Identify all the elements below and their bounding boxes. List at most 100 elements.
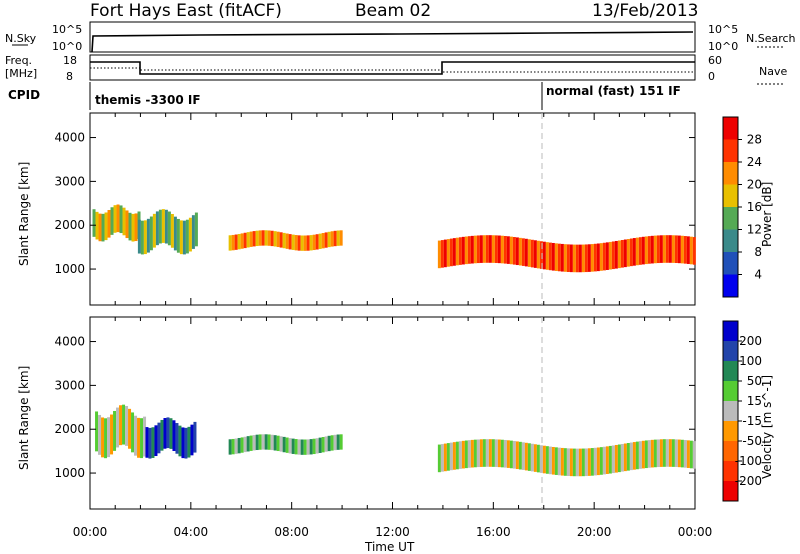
velocity-echo-cell xyxy=(300,439,304,455)
power-echo-cell xyxy=(140,220,144,255)
power-echo-cell xyxy=(128,212,132,241)
power-echo-cell xyxy=(614,240,618,269)
velocity-echo-cell xyxy=(674,439,678,467)
velocity-echo-cell xyxy=(482,439,486,467)
power-echo-cell xyxy=(668,235,672,263)
nave-label: Nave xyxy=(759,65,787,78)
power-echo-cell xyxy=(134,213,138,242)
velocity-echo-cell xyxy=(518,441,522,470)
velocity-echo-cell xyxy=(175,423,179,454)
power-echo-cell xyxy=(234,234,238,250)
power-echo-cell xyxy=(641,236,645,265)
power-colorbar-tick-label: 28 xyxy=(747,133,762,147)
velocity-echo-cell xyxy=(668,439,672,467)
velocity-echo-cell xyxy=(452,442,456,470)
power-echo-cell xyxy=(119,205,123,234)
power-echo-cell xyxy=(605,242,609,270)
power-echo-cell xyxy=(689,236,693,265)
power-echo-cell xyxy=(527,239,531,267)
velocity-echo-cell xyxy=(626,443,630,471)
power-colorbar-swatch xyxy=(723,274,738,297)
velocity-echo-cell xyxy=(566,448,570,476)
power-echo-cell xyxy=(455,237,459,266)
velocity-echo-cell xyxy=(110,414,114,455)
velocity-ytick-label: 4000 xyxy=(54,335,85,349)
velocity-echo-cell xyxy=(620,443,624,472)
velocity-echo-cell xyxy=(113,410,117,451)
velocity-echo-cell xyxy=(160,419,164,451)
power-echo-cell xyxy=(506,236,510,264)
velocity-echo-cell xyxy=(491,439,495,467)
power-colorbar-swatch xyxy=(723,117,738,140)
velocity-echo-cell xyxy=(252,435,256,451)
velocity-echo-cell xyxy=(659,439,663,467)
velocity-colorbar-swatch xyxy=(723,361,738,381)
velocity-echo-cell xyxy=(593,447,597,476)
velocity-echo-cell xyxy=(638,441,642,469)
power-echo-cell xyxy=(653,235,657,264)
velocity-colorbar-tick-label: -100 xyxy=(735,454,762,468)
power-echo-cell xyxy=(479,235,483,263)
velocity-echo-cell xyxy=(169,418,173,449)
power-echo-cell xyxy=(596,243,600,272)
power-echo-cell xyxy=(291,234,295,250)
power-echo-cell xyxy=(315,234,319,250)
velocity-echo-cell xyxy=(623,443,627,472)
power-echo-cell xyxy=(551,242,555,271)
velocity-echo-cell xyxy=(563,448,567,476)
nsky-tick-bottom: 10^0 xyxy=(52,40,82,53)
power-colorbar-tick-label: 4 xyxy=(754,268,762,282)
velocity-echo-cell xyxy=(181,427,185,459)
power-echo-cell xyxy=(258,230,262,246)
power-echo-cell xyxy=(273,231,277,247)
velocity-echo-cell xyxy=(671,439,675,467)
power-colorbar: 28 24 20 16 12 8 4 xyxy=(722,116,762,298)
velocity-echo-cell xyxy=(237,437,241,454)
power-echo-cell xyxy=(578,244,582,273)
nsearch-tick-top: 10^5 xyxy=(708,23,738,36)
power-echo-cell xyxy=(524,238,528,267)
power-echo-cell xyxy=(149,216,153,251)
power-echo-cell xyxy=(638,237,642,265)
velocity-panel: 1000 2000 3000 4000 Slant Range [km] xyxy=(17,316,696,510)
time-tick-label: 20:00 xyxy=(577,525,612,539)
velocity-echo-cell xyxy=(677,439,681,468)
cpid-label: CPID xyxy=(8,88,40,102)
velocity-echo-cell xyxy=(494,439,498,467)
nsearch-label: N.Search xyxy=(746,32,796,45)
power-echo-cell xyxy=(461,236,465,265)
power-echo-cell xyxy=(116,204,120,233)
velocity-echo-cell xyxy=(297,439,301,455)
velocity-echo-cell xyxy=(131,412,135,453)
velocity-echo-cell xyxy=(521,442,525,470)
power-echo-cell xyxy=(297,235,301,251)
power-echo-cell xyxy=(237,233,241,250)
power-echo-cell xyxy=(282,232,286,249)
power-echo-cell xyxy=(330,231,334,247)
velocity-echo-cell xyxy=(551,446,555,475)
velocity-colorbar-tick-label: -200 xyxy=(735,474,762,488)
power-echo-cell xyxy=(563,244,567,272)
power-echo-cell xyxy=(188,217,192,252)
power-echo-cell xyxy=(662,235,666,263)
velocity-echo-cell xyxy=(273,435,277,451)
power-echo-cell xyxy=(303,235,307,251)
velocity-echo-cell xyxy=(533,444,537,472)
power-echo-cell xyxy=(521,238,525,266)
power-echo-cell xyxy=(122,207,126,236)
power-echo-cell xyxy=(509,236,513,265)
velocity-x-ticks xyxy=(89,317,696,509)
velocity-echoes xyxy=(95,404,696,477)
velocity-echo-cell xyxy=(629,442,633,471)
velocity-echo-cell xyxy=(151,427,155,458)
velocity-ytick-label: 1000 xyxy=(54,466,85,480)
velocity-echo-cell xyxy=(470,439,474,468)
power-echo-cell xyxy=(191,215,195,249)
nave-tick-bottom: 0 xyxy=(708,70,715,83)
power-echo-cell xyxy=(656,235,660,264)
power-echo-cell xyxy=(333,230,337,247)
nsky-panel-frame xyxy=(89,21,696,53)
power-echo-cell xyxy=(629,238,633,267)
velocity-echo-cell xyxy=(500,439,504,468)
power-echo-cell xyxy=(339,230,343,246)
